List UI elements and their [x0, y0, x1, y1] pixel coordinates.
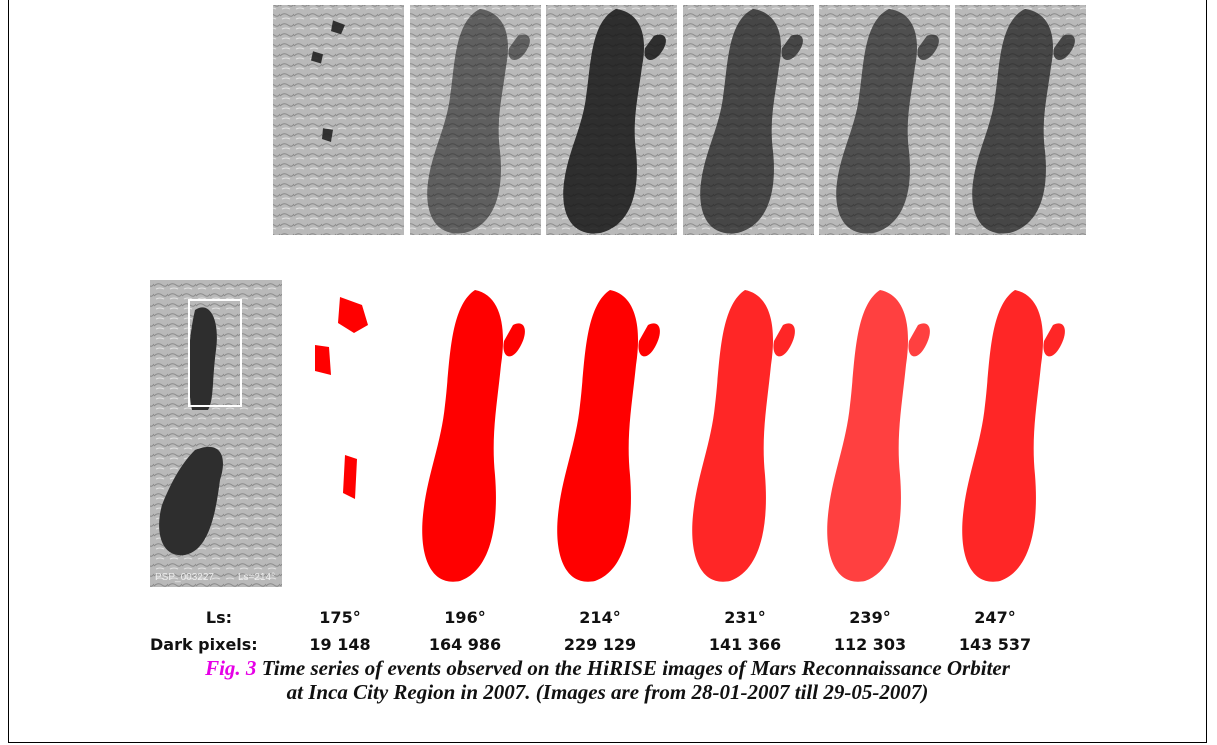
- red-blob: [692, 290, 773, 582]
- dark-pixels-value: 112 303: [834, 635, 906, 654]
- caption-label: Fig. 3: [205, 656, 256, 680]
- caption-line: Time series of events observed on the Hi…: [262, 656, 1010, 680]
- figure: PSP_003227 Ls=214° Ls: Dark pixels: 175°…: [0, 0, 1217, 745]
- red-blob: [422, 290, 503, 582]
- ls-value: 196°: [444, 608, 485, 627]
- ls-value: 231°: [724, 608, 765, 627]
- ls-value: 247°: [974, 608, 1015, 627]
- panel-values: 175° 19 148 196° 164 986 214° 229 129 231° 141 …: [309, 608, 1031, 654]
- red-blob: [503, 323, 524, 356]
- red-mask: [557, 290, 660, 582]
- red-blob: [638, 323, 659, 356]
- ls-value: 239°: [849, 608, 890, 627]
- inset-ls: Ls=214°: [238, 572, 275, 583]
- red-mask: [962, 290, 1065, 582]
- red-blob: [315, 297, 368, 499]
- dark-pixels-value: 229 129: [564, 635, 636, 654]
- dark-pixels-value: 143 537: [959, 635, 1031, 654]
- red-blob: [962, 290, 1043, 582]
- red-blob: [1043, 323, 1064, 356]
- inset-id: PSP_003227: [155, 572, 214, 583]
- red-mask: [315, 297, 368, 499]
- red-mask: [692, 290, 795, 582]
- dark-pixels-value: 141 366: [709, 635, 781, 654]
- red-blob: [908, 323, 929, 356]
- red-blob: [557, 290, 638, 582]
- segmentation-panels: [315, 290, 1065, 582]
- hirise-panels: [273, 5, 1086, 235]
- inset-image: PSP_003227 Ls=214°: [150, 280, 282, 587]
- ls-value: 214°: [579, 608, 620, 627]
- dark-pixels-value: 19 148: [309, 635, 370, 654]
- red-mask: [827, 290, 930, 582]
- ls-value: 175°: [319, 608, 360, 627]
- red-blob: [827, 290, 908, 582]
- hirise-image: [273, 5, 404, 235]
- dark-pixels-value: 164 986: [429, 635, 501, 654]
- ls-label: Ls:: [206, 608, 232, 627]
- dark-pixels-label: Dark pixels:: [150, 635, 258, 654]
- red-mask: [422, 290, 525, 582]
- caption: Fig. 3 Time series of events observed on…: [8, 656, 1207, 704]
- caption-line: at Inca City Region in 2007. (Images are…: [287, 680, 929, 704]
- red-blob: [773, 323, 794, 356]
- page: PSP_003227 Ls=214° Ls: Dark pixels: 175°…: [0, 0, 1217, 745]
